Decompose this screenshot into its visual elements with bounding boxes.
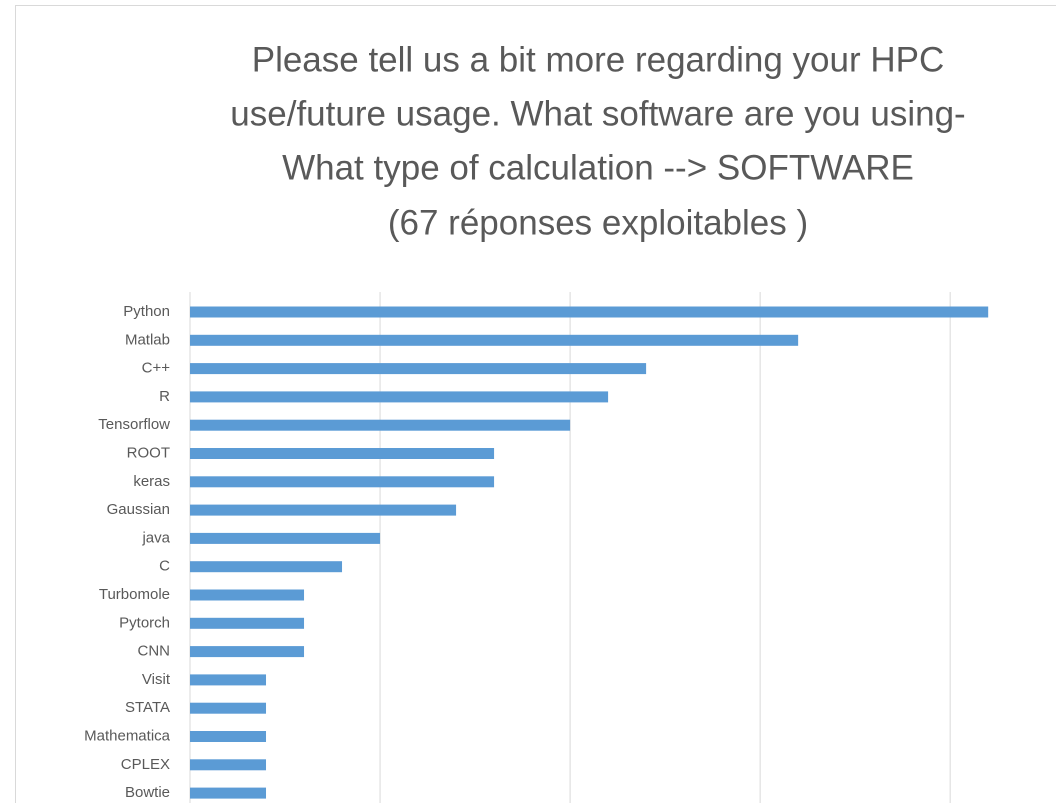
y-tick-label: C++ bbox=[142, 360, 171, 377]
bar bbox=[190, 476, 495, 488]
bar bbox=[190, 589, 305, 601]
chart-title: Please tell us a bit more regarding your… bbox=[252, 40, 945, 79]
y-tick-label: C bbox=[159, 558, 170, 575]
y-tick-label: CNN bbox=[138, 643, 171, 660]
y-tick-label: R bbox=[159, 388, 170, 405]
bar bbox=[190, 306, 989, 318]
bar bbox=[190, 646, 305, 658]
y-tick-label: STATA bbox=[125, 699, 170, 716]
y-tick-label: Turbomole bbox=[99, 586, 170, 603]
y-tick-label: CPLEX bbox=[121, 756, 170, 773]
y-tick-label: Pytorch bbox=[119, 614, 170, 631]
bar bbox=[190, 731, 267, 742]
bar bbox=[190, 561, 343, 573]
y-tick-label: ROOT bbox=[127, 444, 170, 461]
bar bbox=[190, 363, 647, 375]
chart-title: (67 réponses exploitables ) bbox=[388, 203, 808, 242]
y-tick-label: Visit bbox=[142, 671, 171, 688]
y-tick-label: Matlab bbox=[125, 331, 170, 348]
bar bbox=[190, 419, 571, 431]
y-tick-label: Gaussian bbox=[107, 501, 170, 518]
chart-frame bbox=[15, 5, 1056, 803]
y-tick-label: keras bbox=[133, 473, 170, 490]
bar bbox=[190, 334, 799, 346]
chart-title: What type of calculation --> SOFTWARE bbox=[282, 148, 914, 187]
bar bbox=[190, 759, 267, 771]
y-tick-label: Tensorflow bbox=[98, 416, 170, 433]
chart-title: use/future usage. What software are you … bbox=[230, 94, 965, 133]
bar bbox=[190, 702, 267, 714]
y-tick-label: Mathematica bbox=[84, 727, 171, 744]
bar bbox=[190, 391, 609, 403]
bar bbox=[190, 504, 457, 516]
bar bbox=[190, 617, 305, 629]
bar bbox=[190, 532, 381, 544]
bar bbox=[190, 448, 495, 459]
y-tick-label: Python bbox=[123, 303, 170, 320]
y-tick-label: Bowtie bbox=[125, 784, 170, 801]
bar bbox=[190, 787, 267, 799]
y-tick-label: java bbox=[141, 529, 170, 546]
bar bbox=[190, 674, 267, 686]
